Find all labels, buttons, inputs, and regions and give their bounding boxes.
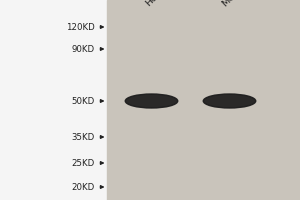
- Text: 90KD: 90KD: [71, 45, 94, 53]
- Bar: [106, 0, 300, 200]
- Ellipse shape: [203, 94, 256, 108]
- Text: 20KD: 20KD: [71, 182, 94, 192]
- Text: 35KD: 35KD: [71, 132, 94, 142]
- Text: 120KD: 120KD: [66, 22, 94, 31]
- Text: HepG2: HepG2: [144, 0, 173, 8]
- Text: MCF-7: MCF-7: [220, 0, 247, 8]
- Text: 25KD: 25KD: [71, 158, 94, 168]
- Text: 50KD: 50KD: [71, 97, 94, 106]
- Ellipse shape: [125, 94, 178, 108]
